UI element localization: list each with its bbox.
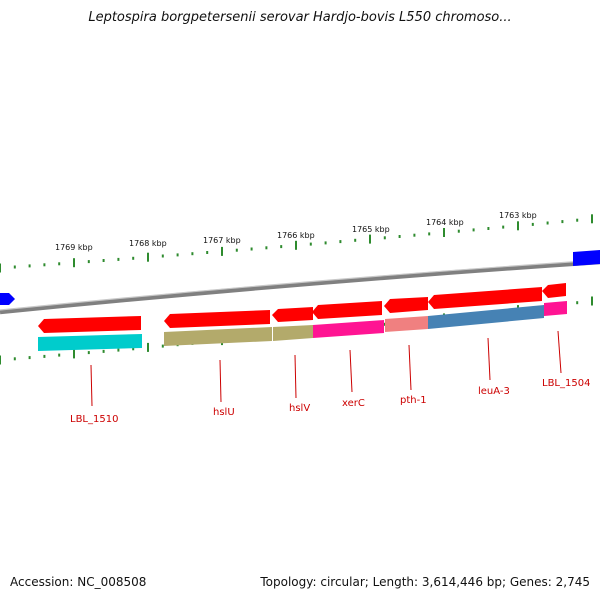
- cog-bar-leua-3[interactable]: [428, 305, 544, 329]
- genome-summary: Topology: circular; Length: 3,614,446 bp…: [260, 575, 590, 589]
- gene-arrow-lbl-1504[interactable]: [542, 283, 566, 298]
- kbp-label: 1768 kbp: [129, 239, 167, 248]
- kbp-label: 1763 kbp: [499, 211, 537, 220]
- cog-bar-hslu[interactable]: [164, 327, 272, 346]
- cog-bar-hslv[interactable]: [273, 325, 313, 341]
- gene-label-lbl-1510[interactable]: LBL_1510: [70, 414, 118, 425]
- gene-arrow-leua-3[interactable]: [428, 287, 542, 309]
- gene-label-xerc[interactable]: xerC: [342, 398, 365, 409]
- chromosome-backbone: [0, 259, 600, 315]
- kbp-label: 1769 kbp: [55, 243, 93, 252]
- cog-bar-lbl-1510[interactable]: [38, 334, 142, 351]
- cog-bar-xerc[interactable]: [313, 320, 384, 338]
- cog-bar-lbl-1504[interactable]: [544, 301, 567, 316]
- gene-label-leua-3[interactable]: leuA-3: [478, 386, 510, 397]
- gene-labels: LBL_1510 hslU hslV xerC pth-1 leuA-3 LBL…: [70, 378, 590, 425]
- kbp-label: 1764 kbp: [426, 218, 464, 227]
- gene-arrow-hslu[interactable]: [164, 310, 270, 328]
- gene-label-lbl-1504[interactable]: LBL_1504: [542, 378, 590, 389]
- gene-arrow-track: [38, 283, 566, 333]
- gene-label-hslu[interactable]: hslU: [213, 407, 235, 418]
- gene-arrow-xerc[interactable]: [312, 301, 382, 319]
- gene-arrow-lbl-1510[interactable]: [38, 316, 141, 333]
- kbp-scale-labels: 1769 kbp 1768 kbp 1767 kbp 1766 kbp 1765…: [55, 211, 537, 252]
- backbone-highlight: [0, 259, 600, 311]
- flank-gene-right[interactable]: [573, 250, 600, 266]
- kbp-label: 1767 kbp: [203, 236, 241, 245]
- gene-label-hslv[interactable]: hslV: [289, 403, 310, 414]
- kbp-label: 1765 kbp: [352, 225, 390, 234]
- accession-label: Accession: NC_008508: [10, 575, 147, 589]
- flank-gene-left[interactable]: [0, 293, 15, 305]
- map-title: Leptospira borgpetersenii serovar Hardjo…: [88, 10, 512, 25]
- cog-category-track: [38, 301, 567, 351]
- kbp-label: 1766 kbp: [277, 231, 315, 240]
- cog-bar-pth-1[interactable]: [385, 316, 428, 332]
- gene-arrow-pth-1[interactable]: [384, 297, 428, 313]
- gene-label-pth-1[interactable]: pth-1: [400, 395, 427, 406]
- outer-tick-track: [0, 214, 593, 273]
- label-leader-lines: [90, 330, 562, 407]
- gene-arrow-hslv[interactable]: [272, 307, 313, 322]
